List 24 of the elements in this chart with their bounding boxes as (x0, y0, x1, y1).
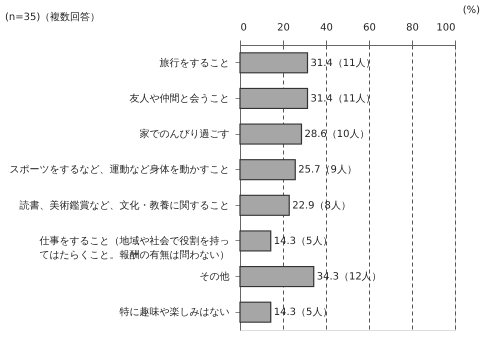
data-label: 31.4（11人） (310, 93, 376, 104)
y-tick-label: 特に趣味や楽しみはない (120, 306, 230, 318)
y-tick-label: 家でのんびり過ごす (140, 128, 230, 140)
x-tick-label: 80 (406, 22, 419, 34)
x-tick-label: 60 (363, 22, 376, 34)
text: (n=35)（複数回答） (5, 11, 100, 23)
y-tick-label: 旅行をすること (160, 56, 230, 69)
y-tick-label: 読書、美術鑑賞など、文化・教養に関すること (20, 199, 230, 212)
data-label: 25.7（9人） (298, 164, 357, 176)
data-label: 14.3（5人） (274, 236, 332, 247)
y-tick-label: その他 (200, 270, 230, 283)
x-tick-label: 20 (277, 22, 290, 34)
x-tick-label: 0 (240, 22, 247, 34)
data-label: 14.3（5人） (274, 307, 332, 318)
y-tick-label: 友人や仲間と会うこと (130, 92, 230, 104)
y-tick-label: 仕事をすること（地域や社会で役割を持ってはたらくこと。報酬の有無は問わない） (40, 234, 230, 261)
data-label: 34.3（12人） (316, 272, 382, 283)
data-label: 28.6（10人） (304, 129, 370, 140)
data-label: 31.4（11人） (310, 58, 376, 69)
y-tick-label: スポーツをするなど、運動など身体を動かすこと (10, 164, 230, 176)
data-label: 22.9（8人） (292, 200, 351, 212)
x-tick-label: 40 (320, 22, 333, 34)
x-tick-label: 100 (436, 22, 456, 34)
text: (%) (462, 5, 480, 16)
